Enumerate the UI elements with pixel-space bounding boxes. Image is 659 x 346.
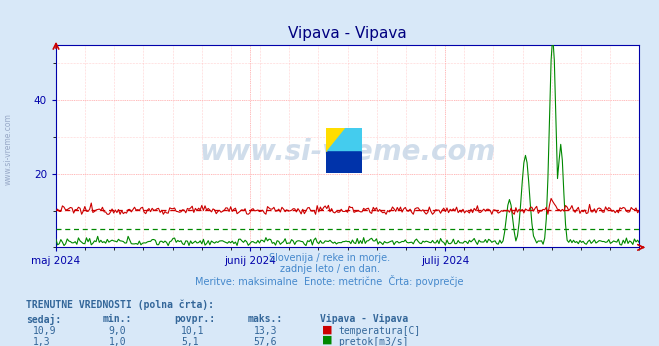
Text: 5,1: 5,1 [181,337,199,346]
Text: povpr.:: povpr.: [175,314,215,324]
Text: 10,9: 10,9 [33,326,57,336]
Text: www.si-vreme.com: www.si-vreme.com [3,113,13,185]
Text: www.si-vreme.com: www.si-vreme.com [200,138,496,166]
Text: 1,3: 1,3 [33,337,51,346]
Text: pretok[m3/s]: pretok[m3/s] [338,337,409,346]
Polygon shape [326,128,362,151]
Text: temperatura[C]: temperatura[C] [338,326,420,336]
Text: Slovenija / reke in morje.: Slovenija / reke in morje. [269,253,390,263]
Polygon shape [344,128,362,151]
Polygon shape [326,128,344,151]
Text: 57,6: 57,6 [254,337,277,346]
Polygon shape [326,128,344,151]
Text: 9,0: 9,0 [109,326,127,336]
Text: 13,3: 13,3 [254,326,277,336]
Title: Vipava - Vipava: Vipava - Vipava [288,26,407,41]
Text: Meritve: maksimalne  Enote: metrične  Črta: povprečje: Meritve: maksimalne Enote: metrične Črta… [195,275,464,287]
Text: ■: ■ [322,335,332,345]
Text: 10,1: 10,1 [181,326,205,336]
Text: ■: ■ [322,324,332,334]
Text: 1,0: 1,0 [109,337,127,346]
Bar [326,151,362,173]
Text: sedaj:: sedaj: [26,314,61,325]
Text: min.:: min.: [102,314,132,324]
Text: Vipava - Vipava: Vipava - Vipava [320,314,408,324]
Text: zadnje leto / en dan.: zadnje leto / en dan. [279,264,380,274]
Text: maks.:: maks.: [247,314,282,324]
Text: TRENUTNE VREDNOSTI (polna črta):: TRENUTNE VREDNOSTI (polna črta): [26,299,214,310]
